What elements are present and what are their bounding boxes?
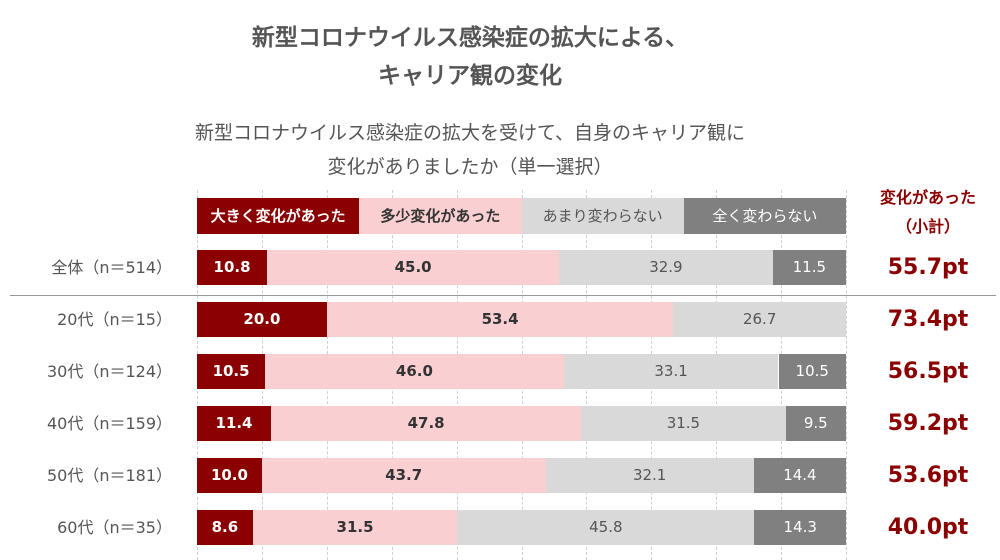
bar-segment: 20.0 bbox=[197, 302, 327, 337]
row-label: 50代（n＝181） bbox=[46, 466, 172, 485]
chart-subtitle-line-2: 変化がありましたか（単一選択） bbox=[327, 156, 613, 178]
group-separator bbox=[10, 295, 996, 296]
bar-segment: 10.5 bbox=[778, 354, 846, 389]
subtotal-label: 59.2pt bbox=[887, 411, 969, 436]
row-label: 全体（n＝514） bbox=[51, 258, 172, 277]
subtotal-label: 53.6pt bbox=[887, 463, 969, 488]
chart-title-line-2: キャリア観の変化 bbox=[378, 63, 562, 89]
row-label: 30代（n＝124） bbox=[46, 362, 172, 381]
bar-segment: 10.5 bbox=[197, 354, 266, 389]
bar-segment: 14.4 bbox=[753, 458, 846, 493]
grid-line bbox=[846, 190, 847, 560]
bar-segment: 11.5 bbox=[772, 250, 846, 285]
legend-item: 大きく変化があった bbox=[197, 198, 360, 234]
bar-segment: 45.8 bbox=[457, 510, 755, 545]
subtotal-label: 40.0pt bbox=[887, 515, 969, 540]
bar-segment: 45.0 bbox=[267, 250, 560, 285]
bar-segment: 9.5 bbox=[785, 406, 846, 441]
bar-segment: 10.8 bbox=[197, 250, 268, 285]
subtotal-header-line-1: 変化があった bbox=[879, 188, 976, 207]
legend-item: 多少変化があった bbox=[359, 198, 522, 234]
legend-item: あまり変わらない bbox=[521, 198, 684, 234]
legend-item: 全く変わらない bbox=[683, 198, 846, 234]
subtotal-label: 73.4pt bbox=[887, 307, 969, 332]
bar-segment: 10.0 bbox=[197, 458, 262, 493]
bar-segment: 26.7 bbox=[673, 302, 846, 337]
bar-segment: 33.1 bbox=[563, 354, 779, 389]
row-label: 40代（n＝159） bbox=[46, 414, 172, 433]
bar-segment: 43.7 bbox=[261, 458, 546, 493]
bar-segment: 53.4 bbox=[326, 302, 674, 337]
chart-subtitle-line-1: 新型コロナウイルス感染症の拡大を受けて、自身のキャリア観に bbox=[194, 122, 746, 144]
bar-segment: 31.5 bbox=[252, 510, 458, 545]
bar-segment: 31.5 bbox=[581, 406, 786, 441]
bar-segment: 32.9 bbox=[559, 250, 773, 285]
bar-segment: 47.8 bbox=[270, 406, 582, 441]
bar-segment: 11.4 bbox=[197, 406, 271, 441]
subtotal-label: 56.5pt bbox=[887, 359, 969, 384]
row-label: 20代（n＝15） bbox=[57, 310, 172, 329]
bar-segment: 14.3 bbox=[754, 510, 846, 545]
bar-segment: 32.1 bbox=[545, 458, 754, 493]
bar-segment: 46.0 bbox=[265, 354, 564, 389]
bar-segment: 8.6 bbox=[197, 510, 253, 545]
row-label: 60代（n＝35） bbox=[57, 518, 172, 537]
subtotal-label: 55.7pt bbox=[887, 255, 969, 280]
subtotal-header-line-2: （小計） bbox=[895, 217, 960, 236]
chart-title-line-1: 新型コロナウイルス感染症の拡大による、 bbox=[251, 25, 689, 51]
